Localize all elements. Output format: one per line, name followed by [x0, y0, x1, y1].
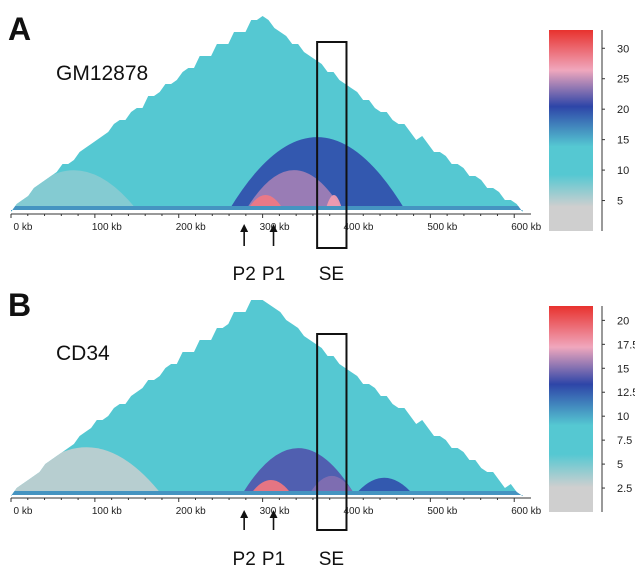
colorbar-tick-label: 15 — [617, 363, 629, 375]
colorbar-tick-label: 10 — [617, 165, 629, 177]
colorbar-tick-label: 7.5 — [617, 435, 632, 447]
colorbar-tick-label: 5 — [617, 459, 623, 471]
colorbar-tick-label: 30 — [617, 43, 629, 55]
x-tick-label: 600 kb — [511, 222, 541, 233]
colorbar-gradient — [549, 30, 593, 231]
panel-b: B CD34 0 kb 100 kb 200 kb 300 kb 400 kb 500 k… — [8, 287, 635, 570]
annotation-p1: P1 — [262, 264, 285, 285]
panel-a-heatmap — [11, 16, 523, 212]
x-tick-label: 400 kb — [343, 506, 373, 517]
x-tick-label: 100 kb — [92, 222, 122, 233]
panel-b-annotations: P2 P1 SE — [233, 333, 348, 570]
panel-b-colorbar: 2.5 5 7.5 10 12.5 15 17.5 20 — [549, 306, 635, 512]
arrowhead-p2 — [240, 224, 249, 232]
panel-a: A GM12878 0 kb 100 kb 200 kb 300 kb 400 kb 50… — [8, 11, 629, 285]
panel-b-label: B — [8, 287, 31, 323]
se-highlight-box — [316, 333, 348, 531]
x-tick-label: 200 kb — [176, 222, 206, 233]
x-tick-label: 600 kb — [511, 506, 541, 517]
annotation-p2: P2 — [233, 264, 256, 285]
arrowhead-p2 — [240, 510, 249, 518]
heat-domain-enhancer-domain — [308, 475, 355, 495]
annotation-se: SE — [319, 549, 344, 570]
colorbar-tick-label: 12.5 — [617, 387, 635, 399]
colorbar-tick-label: 2.5 — [617, 483, 632, 495]
arrowhead-p1 — [269, 224, 278, 232]
panel-a-annotations: P2 P1 SE — [233, 41, 348, 285]
colorbar-tick-label: 20 — [617, 315, 629, 327]
colorbar-tick-label: 10 — [617, 411, 629, 423]
colorbar-gradient — [549, 306, 593, 512]
x-tick-label: 0 kb — [14, 506, 33, 517]
panel-a-sample-label: GM12878 — [56, 62, 148, 85]
colorbar-tick-label: 5 — [617, 196, 623, 208]
colorbar-tick-label: 25 — [617, 74, 629, 86]
x-tick-label: 200 kb — [176, 506, 206, 517]
colorbar-tick-label: 15 — [617, 135, 629, 147]
panel-b-x-axis: 0 kb 100 kb 200 kb 300 kb 400 kb 500 kb 600 kb — [10, 497, 542, 517]
x-tick-label: 400 kb — [343, 222, 373, 233]
heat-diagonal — [11, 491, 523, 496]
heat-diagonal — [11, 206, 523, 211]
colorbar-tick-label: 17.5 — [617, 339, 635, 351]
colorbar-tick-label: 20 — [617, 104, 629, 116]
x-tick-label: 500 kb — [427, 222, 457, 233]
x-tick-label: 100 kb — [92, 506, 122, 517]
panel-a-colorbar: 5 10 15 20 25 30 — [549, 30, 629, 231]
x-tick-label: 500 kb — [427, 506, 457, 517]
se-highlight-box — [316, 41, 348, 249]
annotation-p1: P1 — [262, 549, 285, 570]
annotation-se: SE — [319, 264, 344, 285]
panel-b-heatmap — [11, 300, 523, 496]
arrowhead-p1 — [269, 510, 278, 518]
annotation-p2: P2 — [233, 549, 256, 570]
x-tick-label: 0 kb — [14, 222, 33, 233]
panel-b-sample-label: CD34 — [56, 342, 110, 365]
panel-a-label: A — [8, 11, 31, 47]
x-tick-label: 300 kb — [260, 506, 290, 517]
heat-domain-right-spots — [354, 477, 414, 495]
